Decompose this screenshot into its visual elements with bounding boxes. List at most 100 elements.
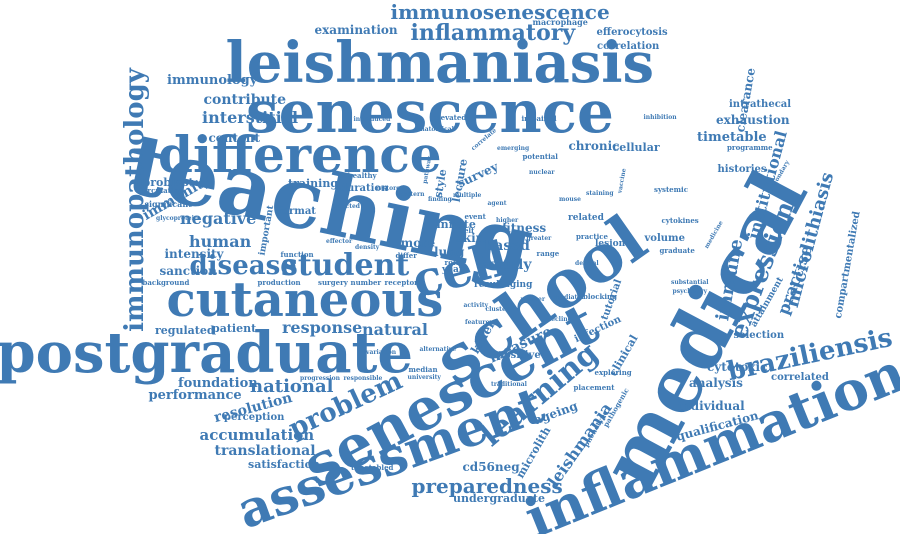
word-negative: negative: [180, 209, 257, 228]
word-more: more: [400, 236, 436, 250]
word-format: format: [278, 206, 316, 217]
word-cluster: cluster: [485, 306, 509, 313]
word-preparedness: preparedness: [411, 474, 563, 498]
word-sasp: sasp: [476, 260, 502, 271]
word-histories: histories: [717, 164, 767, 175]
word-range: range: [536, 248, 560, 258]
word-undergraduate: undergraduate: [453, 491, 545, 505]
word-median: median: [408, 364, 438, 374]
word-graduate: graduate: [659, 245, 695, 255]
word-response: response: [282, 318, 363, 337]
word-inhibition: inhibition: [643, 114, 677, 121]
word-correlated: correlated: [771, 372, 829, 383]
word-timetable: timetable: [697, 129, 767, 145]
word-accumulation: accumulation: [199, 425, 315, 444]
word-infected: infected: [332, 203, 360, 210]
word-traditional: traditional: [491, 381, 527, 388]
word-systemic: systemic: [654, 184, 688, 194]
word-number: number: [350, 277, 382, 287]
word-correlation: correlation: [597, 41, 660, 52]
word-result: result: [474, 279, 504, 290]
word-analysis: analysis: [689, 376, 743, 390]
word-background: background: [142, 277, 190, 287]
word-higher: higher: [496, 217, 519, 224]
word-compartmentalized: compartmentalized: [832, 210, 863, 320]
word-feature: feature: [465, 319, 490, 326]
word-emerging: emerging: [497, 145, 530, 152]
word-selection: selection: [733, 330, 785, 341]
word-natural: natural: [362, 320, 428, 339]
word-practice: practice: [576, 231, 608, 241]
word-mediator: mediator: [554, 294, 585, 301]
word-alternative: alternative: [419, 346, 457, 353]
word-responsible: responsible: [343, 375, 383, 382]
word-regulated: regulated: [155, 323, 215, 337]
word-foundation: foundation: [178, 375, 258, 391]
word-satisfaction: satisfaction: [248, 457, 320, 471]
word-surgery: surgery: [318, 277, 348, 287]
word-healthy: healthy: [347, 170, 377, 180]
word-senescence: senescence: [246, 78, 614, 146]
word-cytotoxic: cytotoxic: [707, 360, 768, 374]
word-related: related: [568, 212, 604, 223]
word-sanction: sanction: [159, 264, 217, 278]
word-university: university: [407, 374, 441, 381]
word-inflammatory: inflammatory: [410, 20, 576, 46]
word-postgraduate: postgraduate: [0, 320, 413, 386]
word-disease: disease: [189, 251, 297, 281]
word-cd56neg: cd56neg: [462, 460, 520, 474]
word-efferocytosis: efferocytosis: [596, 27, 668, 38]
word-differ: differ: [395, 250, 417, 260]
word-nuclear: nuclear: [529, 169, 555, 176]
word-immunosenescence: immunosenescence: [390, 0, 610, 24]
word-fitness: fitness: [502, 221, 547, 235]
word-impaired: impaired: [521, 113, 557, 123]
word-decline: decline: [547, 316, 572, 323]
word-duration: duration: [340, 183, 389, 194]
word-receptor: receptor: [384, 277, 418, 287]
word-cellular: cellular: [612, 140, 660, 154]
word-placement: placement: [573, 382, 615, 392]
word-intrathecal: intrathecal: [729, 99, 792, 110]
word-individual: individual: [677, 399, 745, 413]
word-innate: innate: [436, 217, 476, 231]
word-multiple: multiple: [453, 192, 482, 199]
word-self: self: [460, 225, 475, 235]
word-activity: activity: [463, 302, 489, 309]
word-lung: lung: [434, 245, 465, 259]
word-progression: progression: [300, 375, 340, 382]
word-greater: greater: [526, 235, 552, 242]
word-substantial: substantial: [671, 279, 709, 286]
word-finding: finding: [428, 196, 452, 203]
word-restore: restore: [376, 185, 401, 192]
word-skin: skin: [456, 231, 485, 245]
word-vaccine: vaccine: [615, 167, 628, 194]
word-role: role: [444, 257, 460, 267]
word-elevated: elevated: [433, 112, 467, 122]
word-translational: translational: [214, 443, 316, 459]
word-immunology: immunology: [167, 72, 258, 88]
word-production: production: [257, 277, 301, 287]
word-national: national: [250, 376, 334, 397]
word-interstitial: interstitial: [202, 108, 299, 127]
word-patient: patient: [212, 321, 257, 335]
word-circulating: circulating: [140, 185, 184, 195]
word-content: content: [208, 131, 260, 145]
word-exhaustion: exhaustion: [716, 113, 790, 127]
word-psychiatry: psychiatry: [672, 288, 708, 295]
word-effector: effector: [326, 238, 353, 245]
word-function: function: [280, 249, 314, 259]
word-year: year: [442, 264, 464, 275]
word-macrophage: macrophage: [532, 17, 588, 27]
word-based: based: [484, 238, 530, 254]
word-anatomical: anatomical: [416, 126, 454, 133]
word-human: human: [189, 232, 252, 251]
word-intensity: intensity: [164, 247, 224, 261]
word-potential: potential: [522, 151, 558, 161]
word-dermal: dermal: [575, 260, 599, 267]
word-timetabled: timetabled: [351, 462, 394, 472]
word-programme: programme: [727, 142, 773, 152]
word-density: density: [355, 244, 380, 251]
word-exploring: exploring: [594, 367, 632, 377]
